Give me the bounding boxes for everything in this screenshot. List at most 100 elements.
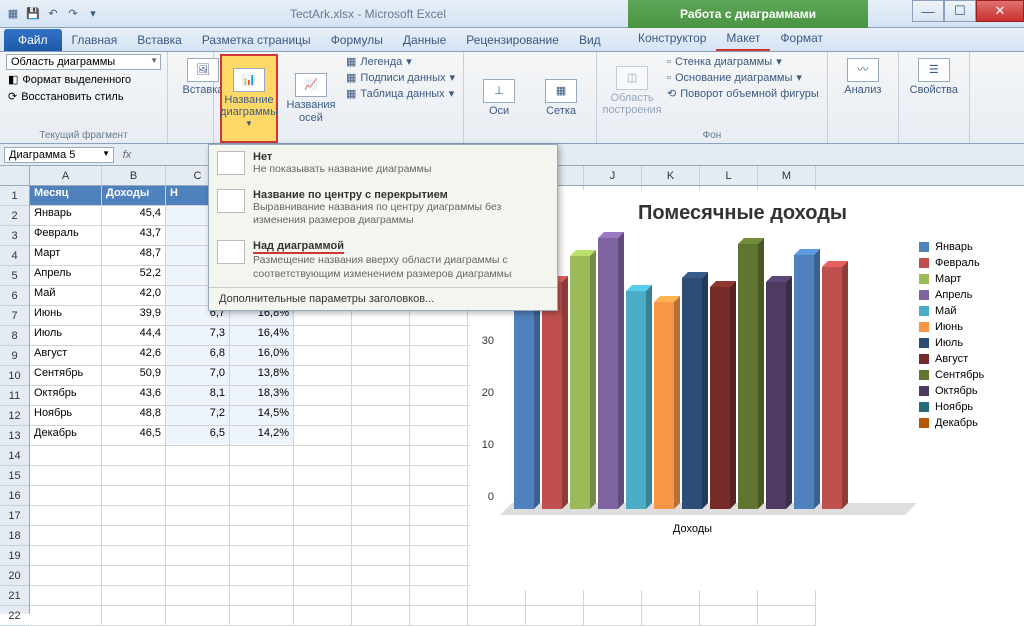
cell[interactable]: 6,8 — [166, 346, 230, 366]
row-header[interactable]: 17 — [0, 506, 29, 526]
row-header[interactable]: 13 — [0, 426, 29, 446]
cell[interactable] — [294, 406, 352, 426]
redo-icon[interactable]: ↷ — [64, 5, 82, 23]
col-header[interactable]: L — [700, 166, 758, 185]
cell[interactable]: 14,2% — [230, 426, 294, 446]
cell[interactable]: 44,4 — [102, 326, 166, 346]
properties-button[interactable]: ☰Свойства — [905, 54, 963, 100]
row-header[interactable]: 15 — [0, 466, 29, 486]
row-header[interactable]: 14 — [0, 446, 29, 466]
cell[interactable] — [352, 346, 410, 366]
tab-Рецензирование[interactable]: Рецензирование — [456, 29, 569, 51]
cell[interactable] — [352, 386, 410, 406]
cell[interactable]: 46,5 — [102, 426, 166, 446]
cell[interactable]: Апрель — [30, 266, 102, 286]
chart-floor-button[interactable]: ▫Основание диаграммы ▾ — [665, 70, 821, 85]
analysis-button[interactable]: 〰Анализ — [834, 54, 892, 100]
cell[interactable]: 7,2 — [166, 406, 230, 426]
data-labels-button[interactable]: ▦Подписи данных ▾ — [344, 70, 457, 85]
format-selection-button[interactable]: ◧Формат выделенного — [6, 72, 161, 87]
dd-option-none[interactable]: НетНе показывать название диаграммы — [209, 145, 557, 183]
col-header[interactable]: M — [758, 166, 816, 185]
cell[interactable] — [410, 426, 468, 446]
cell[interactable]: 6,5 — [166, 426, 230, 446]
select-all-corner[interactable] — [0, 166, 29, 186]
cell[interactable]: Сентябрь — [30, 366, 102, 386]
cell[interactable]: Январь — [30, 206, 102, 226]
row-header[interactable]: 12 — [0, 406, 29, 426]
cell[interactable]: 50,9 — [102, 366, 166, 386]
cell[interactable]: 8,1 — [166, 386, 230, 406]
row-header[interactable]: 8 — [0, 326, 29, 346]
undo-icon[interactable]: ↶ — [44, 5, 62, 23]
close-button[interactable]: ✕ — [976, 0, 1024, 22]
row-header[interactable]: 5 — [0, 266, 29, 286]
cell[interactable]: Декабрь — [30, 426, 102, 446]
row-header[interactable]: 6 — [0, 286, 29, 306]
cell[interactable]: 18,3% — [230, 386, 294, 406]
file-tab[interactable]: Файл — [4, 29, 62, 51]
row-header[interactable]: 7 — [0, 306, 29, 326]
tab-Данные[interactable]: Данные — [393, 29, 456, 51]
ctx-tab-Формат[interactable]: Формат — [770, 27, 833, 51]
name-box[interactable]: Диаграмма 5 — [4, 147, 114, 163]
cell[interactable] — [352, 406, 410, 426]
cell[interactable] — [294, 326, 352, 346]
row-header[interactable]: 21 — [0, 586, 29, 606]
cell[interactable] — [410, 326, 468, 346]
row-header[interactable]: 16 — [0, 486, 29, 506]
row-header[interactable]: 1 — [0, 186, 29, 206]
tab-Главная[interactable]: Главная — [62, 29, 128, 51]
tab-Разметка страницы[interactable]: Разметка страницы — [192, 29, 321, 51]
row-header[interactable]: 18 — [0, 526, 29, 546]
cell[interactable]: 48,8 — [102, 406, 166, 426]
tab-Формулы[interactable]: Формулы — [321, 29, 393, 51]
cell[interactable] — [352, 326, 410, 346]
cell[interactable] — [294, 386, 352, 406]
save-icon[interactable]: 💾 — [24, 5, 42, 23]
cell[interactable]: Май — [30, 286, 102, 306]
ctx-tab-Конструктор[interactable]: Конструктор — [628, 27, 716, 51]
cell[interactable]: Август — [30, 346, 102, 366]
data-table-button[interactable]: ▦Таблица данных ▾ — [344, 86, 457, 101]
dd-more-options[interactable]: Дополнительные параметры заголовков... — [209, 287, 557, 310]
minimize-button[interactable]: — — [912, 0, 944, 22]
cell[interactable]: 7,0 — [166, 366, 230, 386]
cell[interactable] — [410, 346, 468, 366]
cell[interactable]: 7,3 — [166, 326, 230, 346]
cell[interactable] — [410, 386, 468, 406]
cell[interactable] — [352, 426, 410, 446]
legend-button[interactable]: ▦Легенда ▾ — [344, 54, 457, 69]
chart-area-combo[interactable]: Область диаграммы — [6, 54, 161, 70]
cell[interactable]: 14,5% — [230, 406, 294, 426]
cell[interactable]: 16,0% — [230, 346, 294, 366]
axis-titles-button[interactable]: 📈 Названия осей — [282, 54, 340, 143]
cell[interactable]: Ноябрь — [30, 406, 102, 426]
cell[interactable]: 16,4% — [230, 326, 294, 346]
row-header[interactable]: 11 — [0, 386, 29, 406]
axes-button[interactable]: ⊥Оси — [470, 54, 528, 143]
qat-more-icon[interactable]: ▾ — [84, 5, 102, 23]
cell[interactable]: Февраль — [30, 226, 102, 246]
cell[interactable]: 13,8% — [230, 366, 294, 386]
chart-title-button[interactable]: 📊 Название диаграммы▼ — [220, 54, 278, 143]
tab-Вставка[interactable]: Вставка — [127, 29, 192, 51]
dd-option-centered[interactable]: Название по центру с перекрытиемВыравнив… — [209, 183, 557, 234]
cell[interactable] — [294, 426, 352, 446]
fx-icon[interactable]: fx — [118, 146, 136, 164]
maximize-button[interactable]: ☐ — [944, 0, 976, 22]
plot-area-button[interactable]: ◫Область построения — [603, 54, 661, 128]
excel-icon[interactable]: ▦ — [4, 5, 22, 23]
row-header[interactable]: 3 — [0, 226, 29, 246]
col-header[interactable]: J — [584, 166, 642, 185]
row-header[interactable]: 2 — [0, 206, 29, 226]
cell[interactable]: Июль — [30, 326, 102, 346]
rotation-button[interactable]: ⟲Поворот объемной фигуры — [665, 86, 821, 101]
cell[interactable] — [294, 346, 352, 366]
cell[interactable]: 43,7 — [102, 226, 166, 246]
cell[interactable]: 43,6 — [102, 386, 166, 406]
cell[interactable]: Октябрь — [30, 386, 102, 406]
row-header[interactable]: 22 — [0, 606, 29, 626]
row-header[interactable]: 19 — [0, 546, 29, 566]
row-header[interactable]: 20 — [0, 566, 29, 586]
